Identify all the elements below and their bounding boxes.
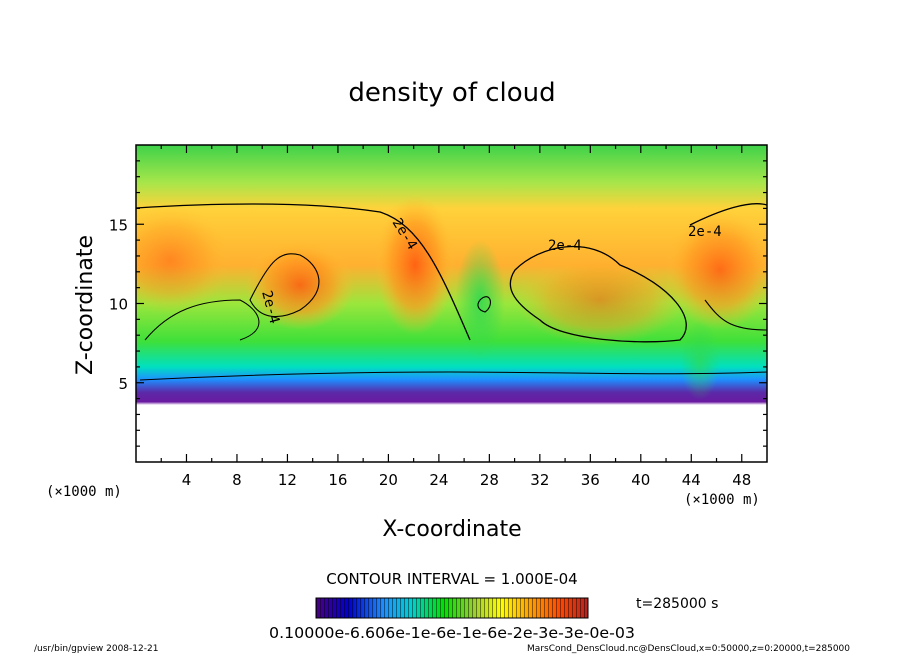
x-tick-label: 20 [379, 471, 398, 489]
time-label: t=285000 s [636, 596, 718, 612]
contour-label: 2e-4 [688, 224, 722, 240]
chart-title: density of cloud [348, 78, 555, 108]
x-tick-label: 12 [278, 471, 297, 489]
x-tick-label: 40 [631, 471, 650, 489]
x-unit-label-right: (×1000 m) [684, 492, 760, 508]
y-tick-label: 5 [118, 375, 128, 393]
y-tick-label: 15 [109, 216, 128, 234]
colorbar-ticks [316, 598, 588, 618]
colorbar-labels: 0.10000e-6.606e-1e-6e-1e-6e-2e-3e-3e-0e-… [269, 624, 635, 642]
x-tick-label: 24 [429, 471, 448, 489]
x-tick-label: 36 [581, 471, 600, 489]
x-tick-label: 16 [328, 471, 347, 489]
footer-right: MarsCond_DensCloud.nc@DensCloud,x=0:5000… [527, 644, 850, 654]
y-axis-label: Z-coordinate [73, 235, 98, 375]
footer-left: /usr/bin/gpview 2008-12-21 [34, 644, 158, 654]
x-tick-label: 44 [682, 471, 701, 489]
y-axis-ticks: 5 10 15 [109, 160, 767, 447]
x-tick-label: 48 [732, 471, 751, 489]
heatmap-field [136, 145, 767, 462]
x-axis-ticks: 4 8 12 16 20 24 28 32 36 40 44 48 [160, 145, 751, 489]
contour-interval: CONTOUR INTERVAL = 1.000E-04 [326, 570, 577, 588]
x-tick-label: 4 [182, 471, 192, 489]
contour-label: 2e-4 [548, 238, 582, 254]
y-tick-label: 10 [109, 296, 128, 314]
x-axis-label: X-coordinate [382, 517, 521, 542]
x-tick-label: 8 [232, 471, 242, 489]
x-unit-label-left: (×1000 m) [46, 484, 122, 500]
x-tick-label: 32 [530, 471, 549, 489]
x-tick-label: 28 [480, 471, 499, 489]
